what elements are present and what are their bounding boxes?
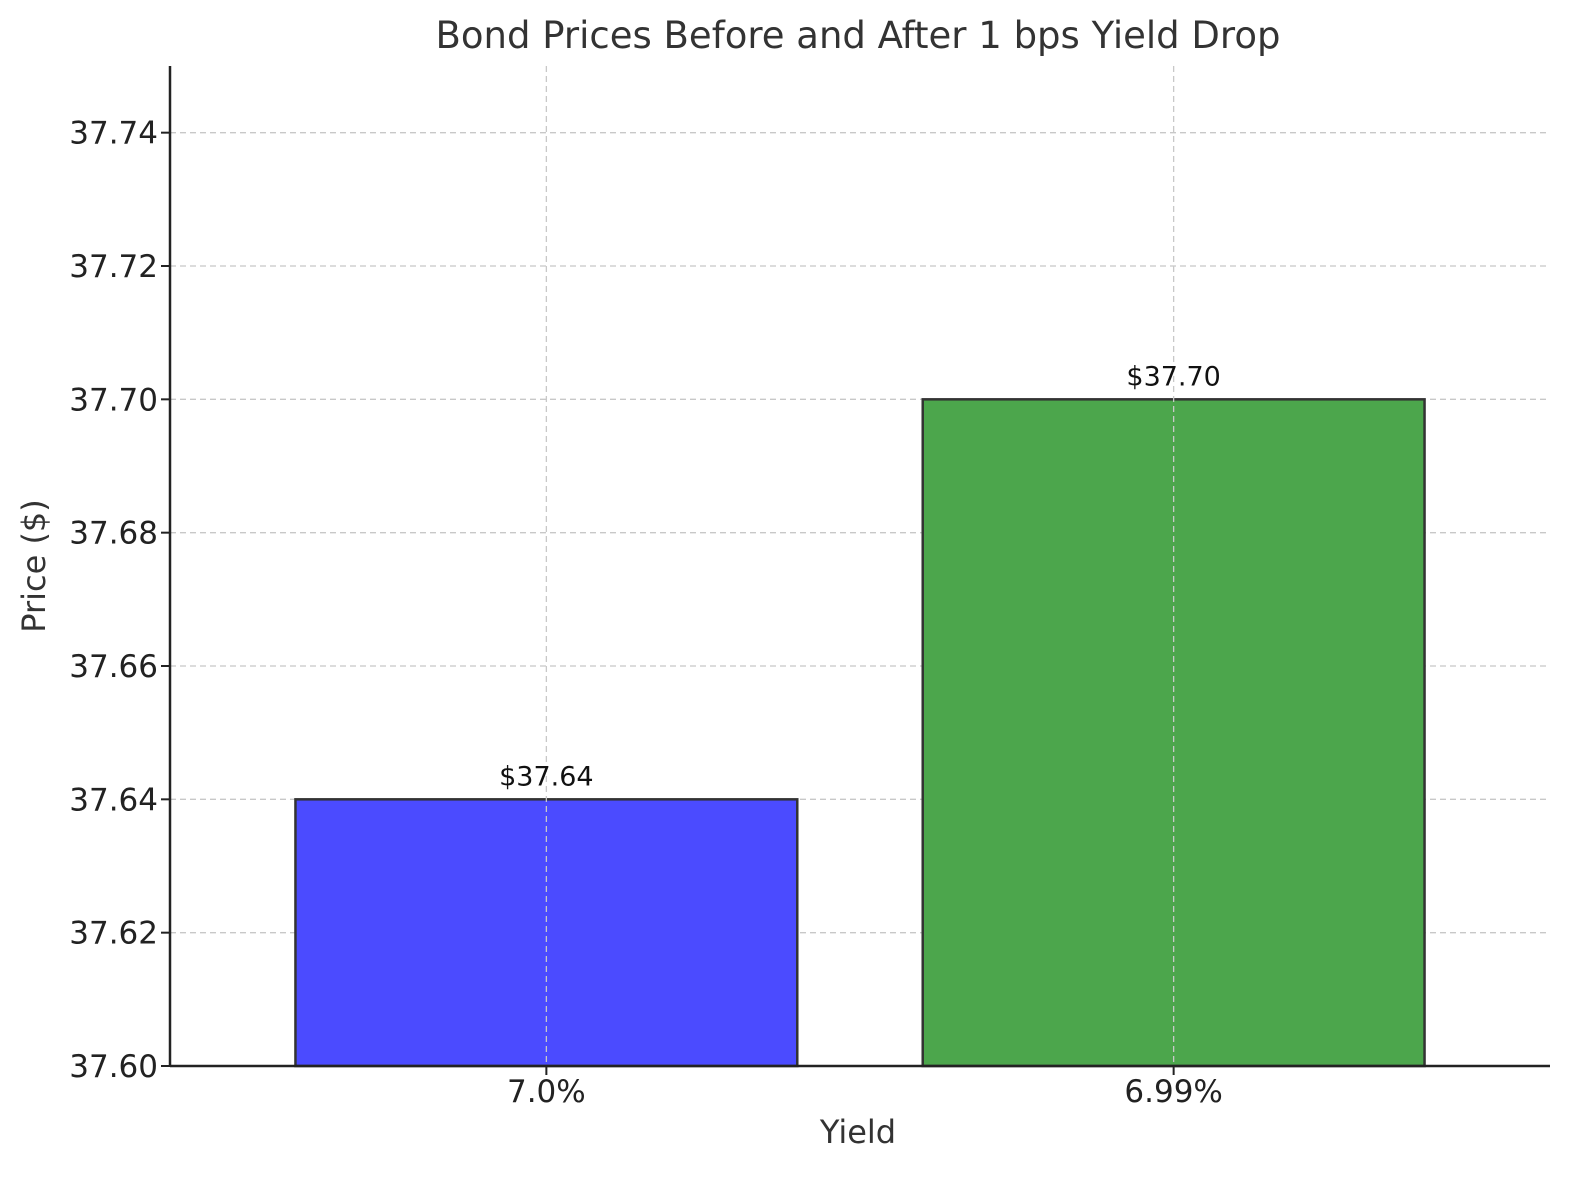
bars bbox=[294, 398, 1426, 1068]
x-tick-label: 7.0% bbox=[507, 1074, 586, 1110]
bar-value-label: $37.64 bbox=[499, 761, 593, 792]
x-tick-label: 6.99% bbox=[1124, 1074, 1222, 1110]
y-tick-label: 37.60 bbox=[69, 1049, 158, 1085]
y-tick-label: 37.72 bbox=[69, 249, 158, 285]
y-tick-label: 37.66 bbox=[69, 649, 158, 685]
y-tick-label: 37.70 bbox=[69, 382, 158, 418]
y-tick-label: 37.64 bbox=[69, 782, 158, 818]
y-tick-label: 37.74 bbox=[69, 116, 158, 152]
y-tick-label: 37.62 bbox=[69, 916, 158, 952]
x-axis-label: Yield bbox=[819, 1113, 896, 1151]
y-tick-label: 37.68 bbox=[69, 516, 158, 552]
bar-value-label: $37.70 bbox=[1126, 361, 1220, 392]
y-axis-label: Price ($) bbox=[15, 499, 53, 633]
axes: 37.60 37.62 37.64 37.66 37.68 37.70 37.72 37.74… bbox=[69, 66, 1550, 1110]
data-labels: $37.64 $37.70 bbox=[499, 361, 1221, 792]
chart-title: Bond Prices Before and After 1 bps Yield… bbox=[436, 14, 1281, 57]
vertical-grid-lines bbox=[545, 66, 1175, 1066]
